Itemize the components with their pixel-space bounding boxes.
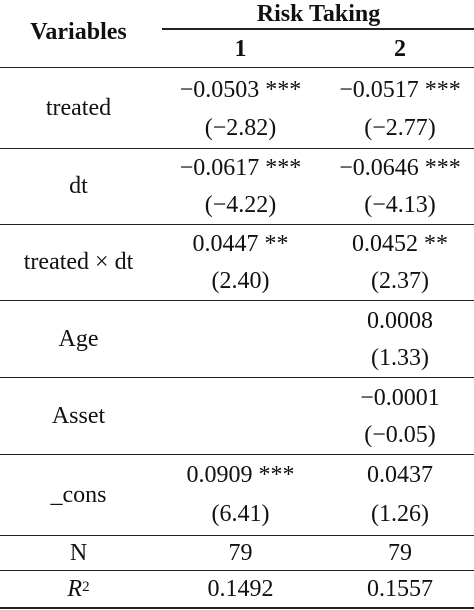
row-label-cons: _cons	[50, 482, 107, 508]
r-squared-symbol: R	[67, 576, 83, 602]
dt-col2-coef: −0.0646 ***	[339, 155, 461, 181]
treated-col2-tstat: (−2.77)	[364, 115, 436, 141]
risk-taking-header: Risk Taking	[256, 1, 381, 27]
row-label-n: N	[69, 540, 88, 566]
row-label-treated: treated	[45, 95, 112, 121]
row-label-treated-x-dt: treated × dt	[23, 249, 134, 275]
asset-col1-tstat	[163, 417, 318, 453]
row-divider	[0, 570, 474, 571]
treated-col2-coef: −0.0517 ***	[339, 77, 461, 103]
age-col2-coef: 0.0008	[367, 308, 433, 334]
age-col1-tstat	[163, 340, 318, 376]
n-col2: 79	[388, 540, 412, 566]
header-bottom-rule	[0, 67, 474, 68]
cons-col1-coef: 0.0909 ***	[186, 462, 295, 488]
asset-col2-tstat: (−0.05)	[364, 422, 436, 448]
treated-col1-tstat: (−2.82)	[204, 115, 277, 141]
age-col2-tstat: (1.33)	[371, 345, 429, 371]
treated-x-dt-col1-coef: 0.0447 **	[192, 231, 289, 257]
dt-col1-coef: −0.0617 ***	[179, 155, 302, 181]
table-bottom-rule	[0, 607, 474, 609]
variables-header: Variables	[30, 19, 127, 45]
row-label-asset: Asset	[51, 403, 106, 429]
dt-col1-tstat: (−4.22)	[204, 192, 277, 218]
cons-col1-tstat: (6.41)	[211, 501, 270, 527]
cons-col2-tstat: (1.26)	[371, 501, 429, 527]
row-divider	[0, 148, 474, 149]
row-divider	[0, 300, 474, 301]
row-label-dt: dt	[69, 173, 88, 199]
col-1-header: 1	[234, 36, 247, 62]
n-col1: 79	[228, 540, 253, 566]
asset-col2-coef: −0.0001	[360, 385, 440, 411]
row-divider	[0, 224, 474, 225]
treated-col1-coef: −0.0503 ***	[179, 77, 302, 103]
treated-x-dt-col1-tstat: (2.40)	[211, 268, 270, 294]
row-label-age: Age	[58, 326, 99, 352]
row-divider	[0, 454, 474, 455]
asset-col1-coef	[163, 380, 318, 416]
row-divider	[0, 377, 474, 378]
r-squared-col1: 0.1492	[207, 576, 274, 602]
header-subrule	[162, 28, 474, 30]
row-divider	[0, 535, 474, 536]
cons-col2-coef: 0.0437	[367, 462, 433, 488]
r-squared-col2: 0.1557	[367, 576, 433, 602]
age-col1-coef	[163, 303, 318, 339]
treated-x-dt-col2-tstat: (2.37)	[371, 268, 429, 294]
dt-col2-tstat: (−4.13)	[364, 192, 436, 218]
treated-x-dt-col2-coef: 0.0452 **	[352, 231, 448, 257]
col-2-header: 2	[394, 36, 406, 62]
